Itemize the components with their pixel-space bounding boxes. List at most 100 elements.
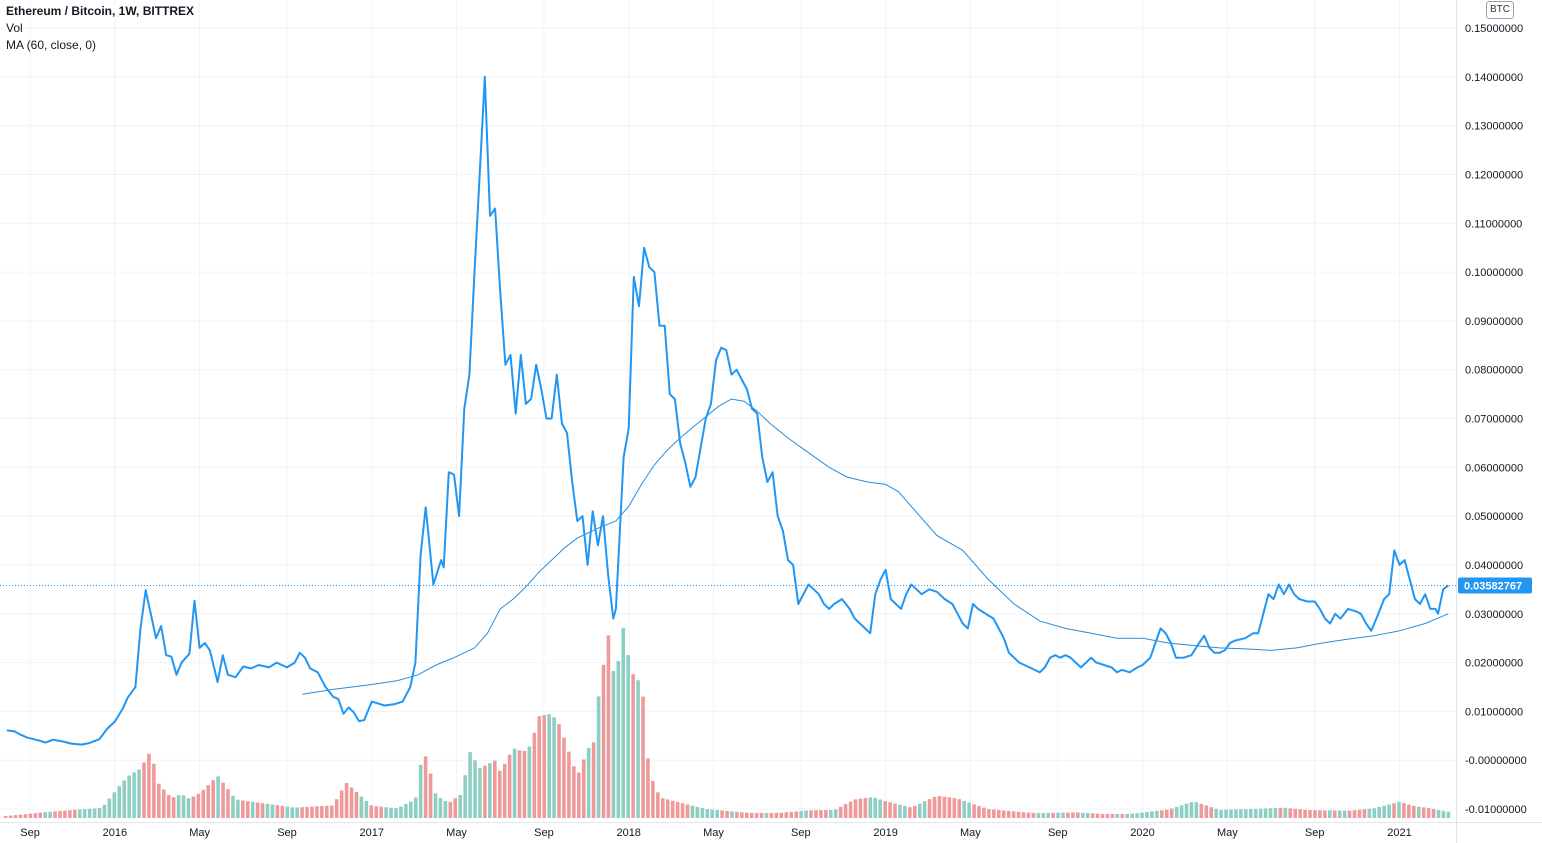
volume-bar [957,799,962,818]
volume-bar [838,806,843,818]
volume-bar [181,795,186,818]
volume-bar [33,813,38,818]
y-axis: 0.15000000 0.14000000 0.13000000 0.12000000… [1465,23,1527,816]
volume-bar [996,810,1001,818]
volume-bar [868,797,873,818]
volume-bar [1372,808,1377,818]
volume-bar [710,809,714,818]
volume-bar [1421,807,1426,818]
volume-bar [596,696,601,818]
volume-bar [754,813,759,818]
chart-legend: Ethereum / Bitcoin, 1W, BITTREX Vol MA (… [6,3,194,54]
volume-bar [1100,813,1105,818]
volume-bar [774,812,779,818]
volume-bar [1189,802,1194,818]
volume-bar [13,815,18,818]
x-tick-label: 2017 [360,827,384,839]
volume-bar [819,810,823,818]
volume-bar [497,770,502,818]
volume-bar [858,798,863,818]
volume-bar [1253,808,1258,818]
volume-bar [300,807,304,818]
volume-bar [962,800,966,818]
volume-bar [443,800,448,818]
volume-bar [552,717,556,818]
volume-bar [369,805,374,818]
volume-bar [1046,812,1050,818]
volume-bar [344,782,349,818]
volume-bar [947,797,952,818]
volume-bar [384,807,388,818]
volume-bar [1076,812,1080,818]
volume-bar [1347,810,1352,818]
volume-bars [3,627,1451,818]
volume-bar [255,802,260,818]
currency-badge[interactable]: BTC [1486,1,1514,19]
volume-bar [1036,812,1041,818]
volume-bar [63,810,67,818]
volume-bar [853,799,858,818]
volume-bar [1021,812,1026,818]
volume-bar [700,808,705,818]
volume-bar [364,800,369,818]
volume-bar [1332,810,1337,818]
volume-bar [285,806,290,818]
x-axis: Sep 2016 May Sep 2017 May Sep 2018 May Sep 2019 May… [20,827,1411,839]
volume-bar [275,805,280,818]
x-tick-label: 2021 [1387,827,1411,839]
volume-bar [1244,809,1248,818]
last-price-badge: 0.03582767 [1458,577,1532,594]
volume-bar [245,801,250,818]
y-tick-label: 0.02000000 [1465,658,1523,670]
volume-bar [1031,812,1036,818]
volume-bar [1229,809,1233,818]
volume-bar [527,746,532,818]
volume-bar [725,810,729,818]
volume-bar [147,753,151,818]
volume-bar [646,758,650,818]
volume-bar [1115,813,1120,818]
volume-bar [631,674,635,818]
volume-bar [507,754,512,818]
volume-bar [670,800,675,818]
volume-bar [1441,810,1446,818]
volume-bar [1160,810,1164,818]
volume-bar [740,812,744,818]
ma-legend[interactable]: MA (60, close, 0) [6,38,97,52]
volume-bar [226,789,230,818]
volume-bar [295,807,299,818]
volume-bar [186,798,191,818]
volume-bar [586,747,591,818]
volume-bar [1105,814,1110,818]
volume-bar [53,811,57,818]
y-tick-label: 0.13000000 [1465,121,1523,133]
volume-bar [972,804,976,818]
volume-bar [1407,804,1411,818]
volume-bar [43,812,47,818]
x-tick-label: 2016 [103,827,127,839]
volume-bar [463,775,467,818]
volume-bar [488,763,492,818]
volume-bar [537,716,542,818]
volume-bar [591,742,596,818]
volume-bar [517,750,522,818]
volume-bar [107,798,112,818]
volume-bar [912,805,917,818]
volume-bar [567,751,571,818]
volume-bar [409,801,413,818]
volume-bar [1110,813,1115,818]
volume-bar [824,810,828,818]
volume-bar [211,780,215,818]
volume-bar [611,670,616,818]
volume-bar [814,810,818,818]
volume-bar [744,812,749,818]
volume-bar [433,793,438,818]
volume-bar [641,696,645,818]
volume-bar [1263,808,1268,818]
volume-bar [675,801,680,818]
volume-bar [1155,810,1159,818]
volume-legend[interactable]: Vol [6,21,23,35]
volume-bar [804,810,808,818]
symbol-title[interactable]: Ethereum / Bitcoin, 1W, BITTREX [6,4,195,18]
volume-bar [473,760,477,818]
